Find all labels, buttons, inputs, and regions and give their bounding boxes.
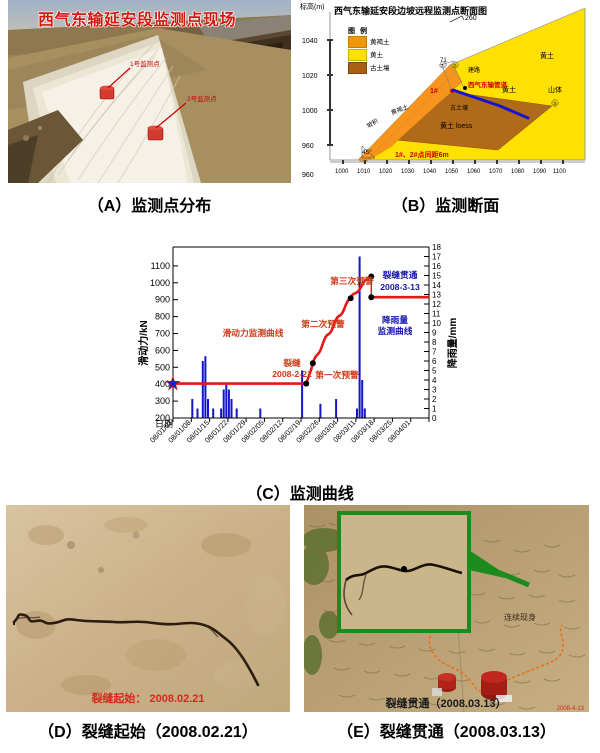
svg-text:3: 3: [432, 386, 437, 395]
svg-text:15: 15: [432, 272, 441, 281]
svg-text:1050: 1050: [445, 169, 459, 175]
svg-text:500: 500: [155, 362, 170, 372]
svg-text:裂缝起始： 2008.02.21: 裂缝起始： 2008.02.21: [90, 691, 204, 705]
svg-text:滑动力/kN: 滑动力/kN: [137, 320, 150, 366]
svg-text:1020: 1020: [379, 169, 393, 175]
svg-text:第二次预警: 第二次预警: [301, 318, 345, 329]
svg-text:①: ①: [441, 64, 446, 70]
svg-text:11: 11: [432, 310, 441, 319]
svg-text:裂缝贯通: 裂缝贯通: [382, 269, 418, 280]
svg-text:800: 800: [155, 312, 170, 322]
svg-text:1060: 1060: [467, 169, 481, 175]
svg-text:第一次预警: 第一次预警: [315, 369, 359, 380]
svg-text:400: 400: [155, 379, 170, 389]
svg-text:2008-3-13: 2008-3-13: [380, 282, 420, 292]
svg-text:②: ②: [453, 64, 458, 70]
svg-text:300: 300: [155, 396, 170, 406]
svg-text:③: ③: [553, 102, 558, 108]
svg-text:2: 2: [432, 395, 437, 404]
svg-text:标高(m): 标高(m): [300, 2, 325, 11]
svg-text:600: 600: [155, 345, 170, 355]
svg-text:16: 16: [432, 262, 441, 271]
svg-text:黄土 loess: 黄土 loess: [440, 121, 473, 130]
svg-text:5: 5: [432, 367, 437, 376]
svg-text:18: 18: [432, 243, 441, 252]
svg-text:1000: 1000: [302, 108, 318, 115]
svg-text:2号监测点: 2号监测点: [187, 94, 217, 103]
svg-text:裂缝贯通（2008.03.13）: 裂缝贯通（2008.03.13）: [384, 696, 506, 710]
svg-text:1: 1: [432, 405, 437, 414]
svg-text:14: 14: [432, 281, 441, 290]
svg-text:第三次预警: 第三次预警: [330, 275, 374, 286]
svg-text:1070: 1070: [489, 169, 503, 175]
svg-text:监测曲线: 监测曲线: [378, 325, 413, 336]
svg-text:2008-4-13: 2008-4-13: [557, 706, 585, 712]
svg-text:西气东输管道: 西气东输管道: [468, 80, 508, 89]
svg-text:1000: 1000: [335, 169, 349, 175]
svg-text:降雨量/mm: 降雨量/mm: [446, 318, 459, 369]
svg-text:0: 0: [432, 414, 437, 423]
svg-text:13: 13: [432, 291, 441, 300]
svg-text:黄土: 黄土: [540, 51, 554, 60]
svg-text:700: 700: [155, 329, 170, 339]
svg-text:1100: 1100: [151, 261, 170, 271]
svg-text:裂缝: 裂缝: [282, 357, 301, 368]
svg-text:1020: 1020: [302, 73, 318, 80]
svg-text:1100: 1100: [553, 169, 567, 175]
svg-text:960: 960: [302, 143, 314, 150]
svg-text:7: 7: [432, 348, 437, 357]
svg-text:900: 900: [155, 295, 170, 305]
svg-text:8: 8: [432, 338, 437, 347]
svg-text:1080: 1080: [511, 169, 525, 175]
svg-text:4: 4: [432, 376, 437, 385]
svg-text:1#: 1#: [430, 88, 438, 95]
svg-text:1040: 1040: [302, 38, 318, 45]
svg-text:2008-2-21: 2008-2-21: [272, 369, 312, 379]
svg-text:1030: 1030: [401, 169, 415, 175]
svg-text:日期: 日期: [155, 419, 173, 429]
svg-text:6: 6: [432, 357, 437, 366]
svg-text:9: 9: [432, 329, 437, 338]
svg-text:1040: 1040: [423, 169, 437, 175]
svg-text:建路: 建路: [468, 66, 480, 74]
svg-text:1010: 1010: [357, 169, 371, 175]
svg-text:1#、2#点间距6m: 1#、2#点间距6m: [395, 150, 449, 159]
svg-text:12: 12: [432, 300, 441, 309]
svg-text:17: 17: [432, 253, 441, 262]
svg-text:连续现身: 连续现身: [504, 612, 536, 622]
svg-text:山体: 山体: [548, 85, 562, 94]
svg-text:降雨量: 降雨量: [382, 314, 408, 325]
svg-text:坡积: 坡积: [365, 117, 379, 130]
svg-text:古土壤: 古土壤: [450, 104, 468, 112]
svg-text:45°: 45°: [362, 148, 372, 156]
svg-text:1090: 1090: [533, 169, 547, 175]
svg-text:1000: 1000: [150, 278, 170, 288]
svg-text:10: 10: [432, 319, 441, 328]
svg-text:滑动力监测曲线: 滑动力监测曲线: [223, 327, 284, 338]
svg-text:1号监测点: 1号监测点: [130, 59, 160, 68]
